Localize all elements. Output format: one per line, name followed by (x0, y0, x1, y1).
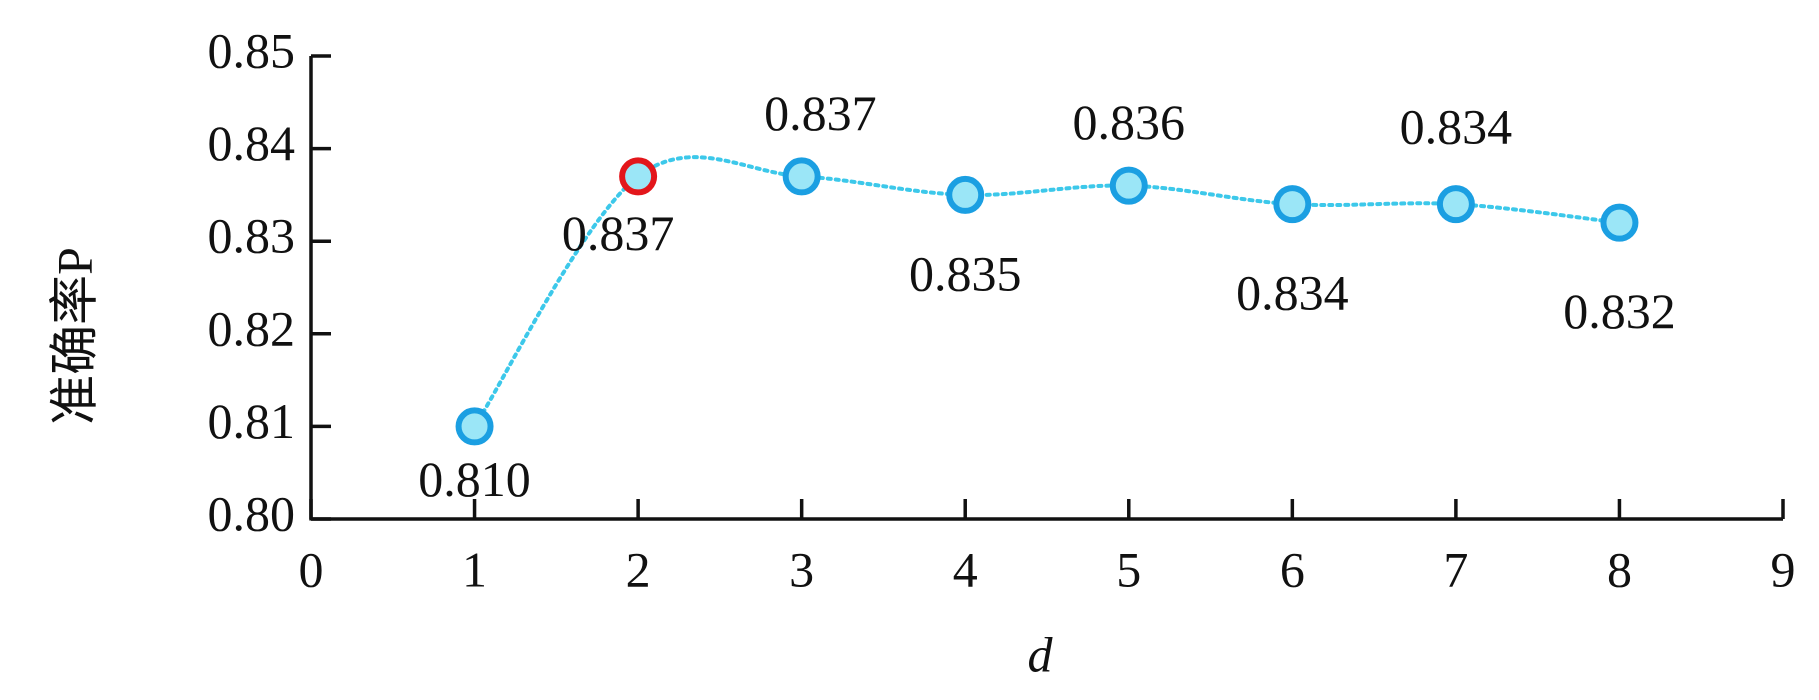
x-tick-label: 7 (1443, 541, 1468, 597)
y-tick-label: 0.80 (208, 485, 296, 541)
value-label: 0.832 (1563, 283, 1676, 339)
x-tick-label: 2 (626, 541, 651, 597)
marker (619, 157, 658, 196)
value-label: 0.837 (764, 85, 877, 141)
marker (1109, 166, 1148, 205)
value-label: 0.837 (562, 205, 675, 261)
x-tick-label: 0 (299, 541, 324, 597)
x-tick-label: 3 (789, 541, 814, 597)
marker (782, 157, 821, 196)
x-tick-label: 8 (1607, 541, 1632, 597)
y-tick-label: 0.81 (208, 393, 296, 449)
marker (1600, 203, 1639, 242)
value-label: 0.810 (418, 451, 531, 507)
y-tick-label: 0.82 (208, 300, 296, 356)
value-label: 0.834 (1400, 99, 1513, 155)
marker (946, 175, 985, 214)
value-label: 0.834 (1236, 265, 1349, 321)
x-tick-label: 6 (1280, 541, 1305, 597)
x-axis-label: d (1028, 626, 1054, 682)
x-tick-label: 4 (953, 541, 978, 597)
marker (1273, 185, 1312, 224)
y-tick-label: 0.85 (208, 22, 296, 78)
y-axis-label: 准确率P (46, 247, 102, 425)
value-label: 0.836 (1073, 94, 1186, 150)
y-tick-label: 0.84 (208, 115, 296, 171)
y-tick-label: 0.83 (208, 208, 296, 264)
x-tick-label: 1 (462, 541, 487, 597)
marker (455, 407, 494, 446)
x-tick-label: 9 (1771, 541, 1796, 597)
value-label: 0.835 (909, 245, 1022, 301)
x-tick-label: 5 (1116, 541, 1141, 597)
marker (1436, 185, 1475, 224)
line (472, 155, 1622, 429)
